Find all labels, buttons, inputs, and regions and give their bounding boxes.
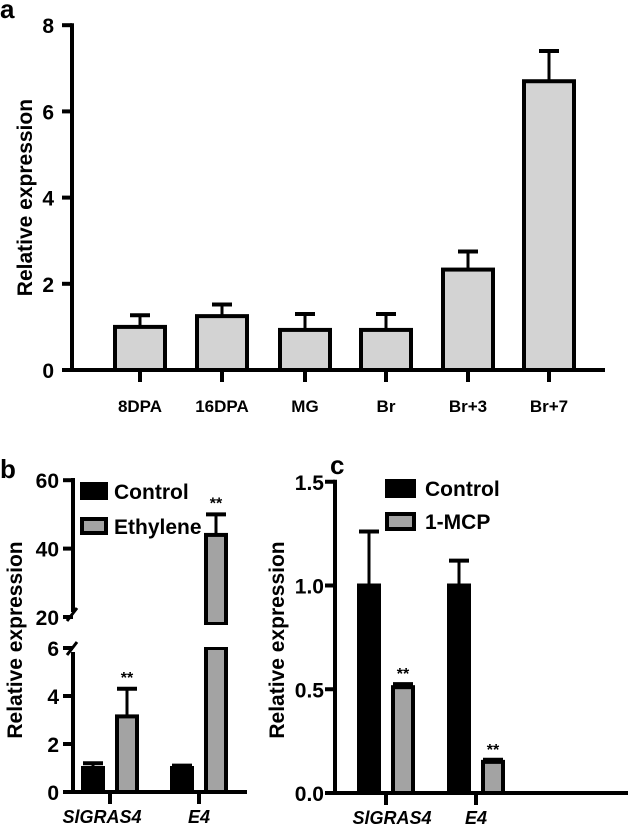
y-tick-label: 1.0: [295, 576, 324, 599]
y-tick-label: 0: [47, 782, 59, 805]
y-axis-label: Relative expression: [14, 99, 37, 296]
bar-Control-E4: [170, 766, 194, 794]
x-tick-label: SlGRAS4: [352, 808, 431, 828]
significance-marker: **: [210, 495, 223, 512]
x-tick-label: E4: [465, 808, 487, 828]
legend-label: Control: [425, 478, 500, 501]
y-tick-label: 6: [42, 101, 54, 124]
y-tick-label: 1.5: [295, 472, 325, 495]
y-tick-label: 2: [42, 274, 54, 297]
legend-swatch-Ethylene: [80, 517, 108, 535]
y-tick-label: 2: [47, 734, 59, 757]
bar-break-gap: [203, 625, 229, 647]
x-tick-label: 8DPA: [118, 397, 162, 416]
significance-marker: **: [487, 742, 500, 759]
bar-Br: [359, 327, 413, 372]
bar-8DPA: [113, 324, 167, 372]
bar-Control-SlGRAS4: [81, 766, 105, 794]
y-axis-label: Relative expression: [4, 541, 27, 738]
legend-label: Control: [114, 481, 189, 504]
significance-marker: **: [121, 670, 134, 687]
x-tick-label: SlGRAS4: [62, 807, 141, 827]
bar-Control-E4: [447, 583, 471, 795]
y-tick-label: 20: [36, 607, 59, 630]
x-tick-label: MG: [291, 397, 318, 416]
x-tick-label: 16DPA: [195, 397, 249, 416]
bar-1-MCP-SlGRAS4: [391, 685, 415, 795]
panel-label-b: b: [0, 454, 16, 484]
y-tick-label: 8: [42, 15, 54, 38]
y-tick-label: 4: [47, 686, 59, 709]
bar-Ethylene-SlGRAS4: [115, 714, 139, 795]
x-tick-label: Br+7: [530, 397, 568, 416]
x-tick-label: E4: [188, 807, 210, 827]
legend-label: Ethylene: [114, 516, 202, 539]
significance-marker: **: [397, 666, 410, 683]
y-tick-label: 0.0: [295, 783, 324, 806]
panel-label-a: a: [0, 0, 15, 24]
legend-swatch-1-MCP: [385, 512, 416, 531]
legend-swatch-Control: [80, 482, 108, 500]
bar-Br+3: [441, 267, 495, 372]
bar-Br+7: [522, 79, 576, 372]
legend-swatch-Control: [385, 479, 416, 498]
x-tick-label: Br+3: [449, 397, 487, 416]
x-tick-label: Br: [377, 397, 396, 416]
bar-Control-SlGRAS4: [357, 583, 381, 795]
y-axis-label: Relative expression: [266, 541, 289, 738]
bar-16DPA: [195, 314, 249, 372]
y-tick-label: 4: [42, 188, 54, 211]
bar-Ethylene-E4-upper: [204, 532, 228, 626]
bar-1-MCP-E4: [481, 759, 505, 795]
y-tick-label: 6: [47, 638, 59, 661]
y-tick-label: 0.5: [295, 679, 325, 702]
bar-MG: [278, 327, 332, 372]
bar-Ethylene-E4-lower: [204, 646, 228, 794]
y-tick-label: 60: [36, 470, 59, 493]
legend-label: 1-MCP: [425, 511, 490, 534]
y-tick-label: 0: [42, 360, 54, 383]
y-tick-label: 40: [36, 539, 59, 562]
panel-label-c: c: [330, 450, 344, 480]
